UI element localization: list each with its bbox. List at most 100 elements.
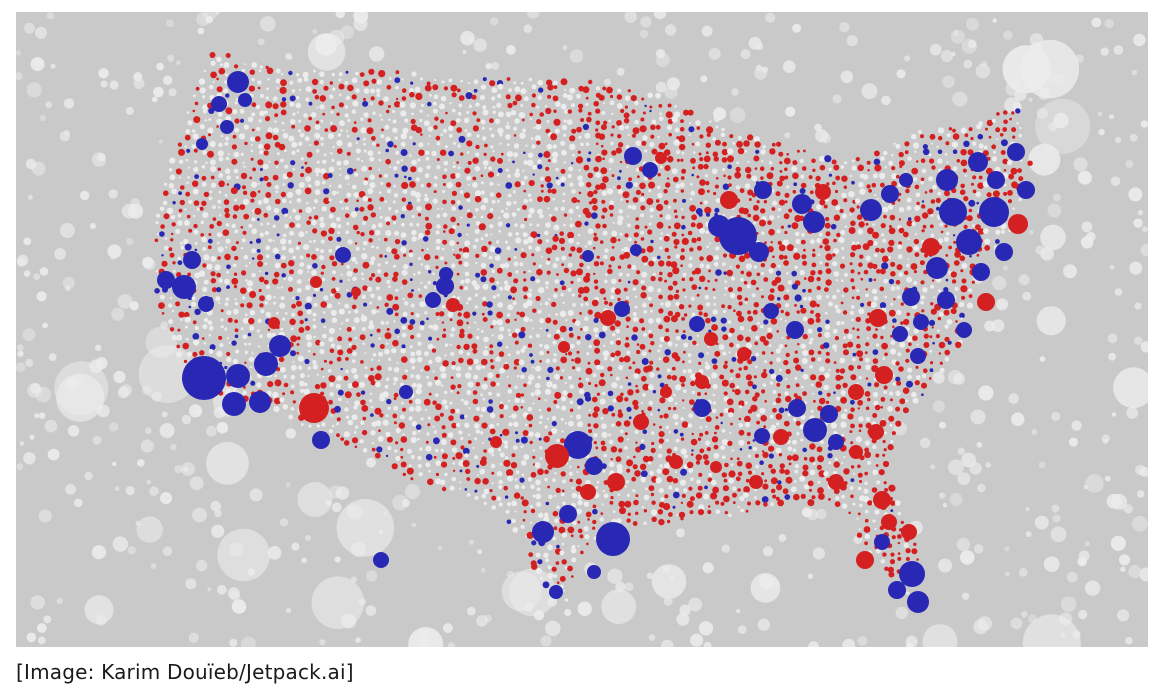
- county-dot: [346, 134, 350, 138]
- county-dot: [783, 359, 789, 366]
- county-dot: [529, 440, 533, 445]
- county-dot: [537, 208, 543, 215]
- county-dot: [464, 278, 471, 284]
- county-dot: [467, 160, 472, 165]
- county-dot: [467, 296, 472, 301]
- county-dot: [632, 316, 639, 322]
- county-dot: [770, 318, 778, 325]
- county-dot: [259, 168, 263, 171]
- county-dot: [156, 213, 161, 218]
- county-dot: [442, 183, 446, 186]
- county-dot: [288, 70, 293, 76]
- county-dot: [322, 333, 327, 339]
- county-dot: [760, 262, 766, 268]
- county-dot: [595, 184, 601, 190]
- county-dot: [262, 163, 269, 170]
- background-bubble: [960, 550, 975, 565]
- county-dot: [683, 109, 689, 116]
- county-dot: [377, 295, 383, 301]
- background-bubble: [1052, 514, 1061, 523]
- county-dot: [825, 295, 830, 299]
- county-dot: [456, 88, 461, 93]
- county-dot: [842, 343, 848, 349]
- county-dot: [801, 357, 808, 365]
- county-dot: [1009, 117, 1012, 121]
- county-dot: [962, 168, 967, 173]
- county-dot: [400, 110, 407, 117]
- county-dot: [523, 96, 529, 102]
- county-dot: [711, 168, 718, 175]
- county-dot: [449, 401, 453, 405]
- county-dot: [892, 382, 896, 386]
- county-dot: [482, 126, 485, 130]
- county-dot: [202, 324, 208, 330]
- county-dot: [839, 208, 844, 214]
- background-bubble: [39, 412, 46, 419]
- county-dot: [164, 245, 169, 251]
- county-dot: [386, 189, 392, 194]
- background-bubble: [19, 441, 25, 446]
- county-dot: [473, 423, 480, 429]
- county-dot: [759, 335, 767, 343]
- county-dot: [529, 353, 533, 357]
- county-dot: [537, 239, 543, 245]
- county-dot: [652, 390, 657, 394]
- county-dot: [544, 105, 548, 108]
- background-bubble: [1047, 203, 1062, 218]
- background-bubble: [54, 361, 109, 416]
- county-dot: [561, 149, 567, 156]
- county-dot: [916, 201, 920, 206]
- county-dot: [898, 160, 905, 167]
- county-dot: [879, 268, 886, 275]
- county-dot: [712, 309, 718, 315]
- county-dot: [887, 204, 894, 210]
- county-dot: [255, 136, 261, 142]
- county-dot: [532, 455, 536, 459]
- county-dot: [841, 321, 845, 325]
- county-dot: [216, 86, 223, 93]
- county-dot: [745, 336, 751, 343]
- county-dot: [401, 279, 408, 285]
- county-dot: [563, 133, 567, 137]
- county-dot: [850, 374, 857, 381]
- county-dot: [905, 358, 910, 363]
- county-dot: [607, 366, 613, 372]
- county-dot: [410, 374, 415, 378]
- county-dot: [416, 223, 420, 227]
- county-dot: [828, 461, 832, 465]
- background-bubble: [957, 447, 965, 456]
- county-dot: [274, 120, 277, 123]
- county-dot: [658, 142, 666, 150]
- county-dot: [617, 265, 622, 269]
- background-bubble: [708, 47, 721, 60]
- background-bubble: [939, 421, 946, 429]
- county-dot: [315, 149, 320, 153]
- county-dot: [727, 440, 733, 446]
- county-dot: [767, 294, 775, 301]
- county-dot: [289, 216, 292, 219]
- county-dot: [380, 118, 384, 122]
- county-dot: [515, 438, 520, 443]
- background-bubble: [114, 486, 120, 492]
- county-dot: [515, 94, 522, 102]
- county-dot: [341, 322, 344, 325]
- county-dot: [351, 326, 356, 330]
- county-dot: [675, 189, 679, 193]
- background-bubble: [401, 498, 410, 508]
- county-dot: [600, 440, 606, 446]
- county-dot: [483, 152, 487, 156]
- county-dot: [555, 101, 561, 107]
- county-dot: [642, 383, 650, 391]
- county-dot: [323, 325, 327, 329]
- county-dot: [425, 222, 433, 230]
- county-dot: [587, 423, 591, 427]
- county-dot: [428, 392, 432, 396]
- county-dot: [356, 157, 360, 161]
- county-dot: [794, 350, 798, 354]
- county-dot: [490, 381, 496, 387]
- county-dot: [778, 453, 783, 457]
- county-dot: [375, 286, 380, 291]
- county-dot: [817, 253, 821, 256]
- background-bubble: [842, 638, 856, 647]
- county-dot: [399, 414, 405, 420]
